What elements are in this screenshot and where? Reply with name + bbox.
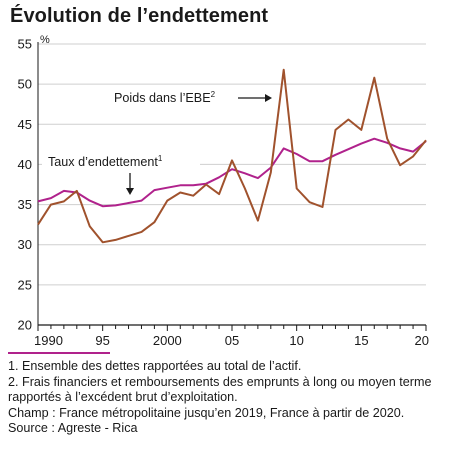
source-note: Source : Agreste - Rica (8, 421, 138, 436)
series-lines (37, 68, 427, 244)
line-chart: 20 25 30 35 40 45 50 55 1990 95 2000 05 10 15 20 % Ta… (18, 34, 429, 348)
grid-lines (38, 43, 426, 286)
superscript-1: 1 (158, 154, 163, 163)
x-tick-labels: 1990 95 2000 05 10 15 20 (34, 333, 429, 348)
footnote-1: 1. Ensemble des dettes rapportées au tot… (8, 359, 302, 373)
y-tick-labels: 20 25 30 35 40 45 50 55 (18, 37, 32, 333)
series-label-taux-endettement: Taux d’endettement1 (48, 154, 163, 169)
footnotes: 1. Ensemble des dettes rapportées au tot… (8, 359, 448, 437)
y-tick-40: 40 (18, 157, 32, 172)
x-tick-2000: 2000 (153, 333, 182, 348)
label-bg-poids-ebe (108, 89, 238, 107)
arrow-head-poids-ebe (265, 94, 272, 102)
series-line-poids-ebe (37, 68, 427, 244)
label-bg-taux-endettement (42, 153, 200, 171)
superscript-2: 2 (211, 90, 216, 99)
chart-title: Évolution de l’endettement (10, 5, 269, 27)
arrow-head-taux-endettement (126, 188, 134, 195)
y-tick-25: 25 (18, 277, 32, 292)
field-note: Champ : France métropolitaine jusqu’en 2… (8, 405, 405, 420)
x-tick-1995: 95 (95, 333, 109, 348)
y-axis-unit: % (40, 34, 50, 46)
x-tick-2005: 05 (225, 333, 239, 348)
y-tick-55: 55 (18, 37, 32, 52)
x-tick-2015: 15 (354, 333, 368, 348)
series-line-taux-endettement (37, 137, 427, 208)
y-tick-50: 50 (18, 77, 32, 92)
axes (37, 42, 427, 331)
y-tick-45: 45 (18, 117, 32, 132)
y-tick-20: 20 (18, 318, 32, 333)
series-labels: Taux d’endettement1 Poids dans l’EBE2 (42, 89, 272, 195)
x-tick-2020: 20 (415, 333, 429, 348)
footnote-2: 2. Frais financiers et remboursements de… (8, 374, 432, 405)
y-tick-30: 30 (18, 237, 32, 252)
y-tick-35: 35 (18, 197, 32, 212)
series-label-poids-ebe: Poids dans l’EBE2 (114, 90, 216, 105)
x-tick-2010: 10 (289, 333, 303, 348)
x-tick-1990: 1990 (34, 333, 63, 348)
notes-divider (8, 352, 110, 354)
